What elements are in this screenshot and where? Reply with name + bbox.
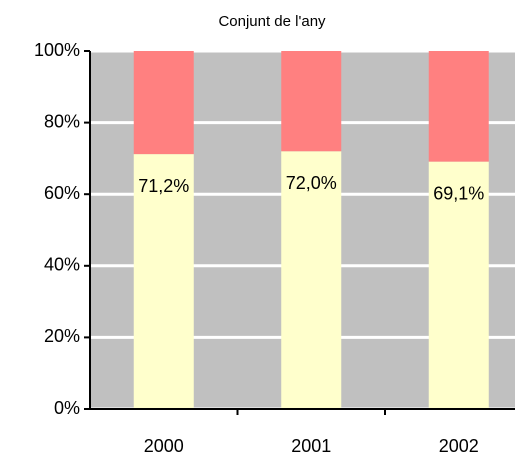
y-tick-label: 20% bbox=[44, 326, 80, 346]
data-label: 69,1% bbox=[433, 183, 484, 203]
y-tick-label: 100% bbox=[34, 40, 80, 60]
bar-segment bbox=[133, 154, 194, 409]
bar-segment bbox=[428, 161, 489, 409]
chart-title: Conjunt de l'any bbox=[218, 13, 326, 30]
data-label: 71,2% bbox=[138, 176, 189, 196]
y-tick-label: 40% bbox=[44, 255, 80, 275]
x-tick-label: 2000 bbox=[144, 436, 184, 456]
bar-segment bbox=[281, 51, 342, 152]
y-tick-label: 80% bbox=[44, 111, 80, 131]
y-tick-label: 0% bbox=[54, 398, 80, 418]
x-tick-label: 2001 bbox=[291, 436, 331, 456]
bar-segment bbox=[428, 51, 489, 162]
bar-segment bbox=[133, 51, 194, 155]
data-label: 72,0% bbox=[286, 173, 337, 193]
x-tick-label: 2002 bbox=[439, 436, 479, 456]
y-tick-label: 60% bbox=[44, 183, 80, 203]
bar-segment bbox=[281, 151, 342, 410]
